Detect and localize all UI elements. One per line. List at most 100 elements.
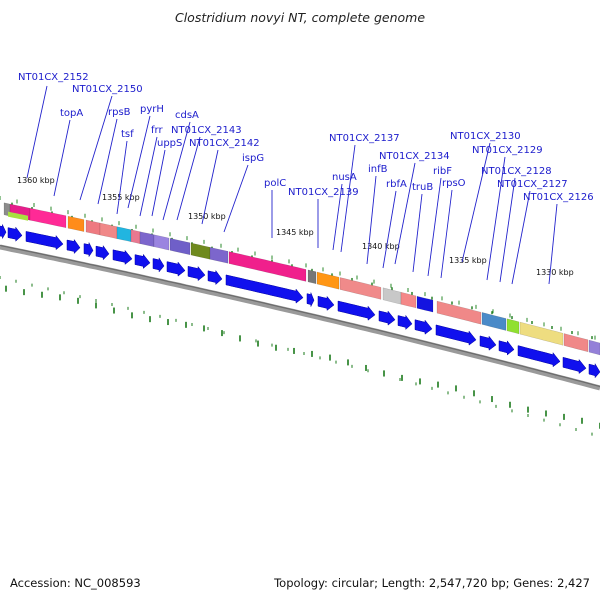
callout-line bbox=[139, 136, 158, 217]
callout-line bbox=[427, 177, 442, 277]
gene-label: NT01CX_2127 bbox=[497, 179, 568, 190]
gene-label: frr bbox=[151, 125, 163, 136]
callout-line bbox=[26, 85, 48, 179]
feature-bar bbox=[382, 287, 402, 305]
gene-arrow bbox=[207, 269, 223, 286]
backbone-edge bbox=[0, 244, 600, 388]
gene-arrow bbox=[498, 340, 515, 356]
genome-backbone bbox=[0, 244, 600, 391]
feature-bar bbox=[436, 300, 482, 325]
gene-label: NT01CX_2129 bbox=[472, 145, 543, 156]
callout-line bbox=[440, 189, 453, 279]
feature-bar bbox=[416, 295, 434, 313]
callout-line bbox=[223, 164, 249, 233]
gene-label: topA bbox=[60, 108, 83, 119]
accession-label: Accession: NC_008593 bbox=[10, 576, 141, 590]
feature-bar bbox=[339, 277, 382, 300]
gene-label: NT01CX_2139 bbox=[288, 187, 359, 198]
feature-bar bbox=[67, 215, 85, 232]
feature-bar bbox=[228, 251, 307, 282]
gene-label: NT01CX_2134 bbox=[379, 151, 450, 162]
callout-line bbox=[394, 162, 416, 265]
gene-label: pyrH bbox=[140, 104, 164, 115]
kbp-tick-label: 1330 kbp bbox=[536, 268, 574, 277]
gene-label: ribF bbox=[433, 166, 452, 177]
kbp-tick-label: 1345 kbp bbox=[276, 228, 314, 237]
kbp-tick-label: 1355 kbp bbox=[102, 193, 140, 202]
callout-line bbox=[97, 118, 118, 205]
kbp-tick-label: 1335 kbp bbox=[449, 256, 487, 265]
gene-label: cdsA bbox=[175, 110, 199, 121]
feature-bar bbox=[29, 207, 67, 228]
gc-skew-track bbox=[0, 202, 600, 436]
callout-line bbox=[382, 190, 397, 269]
gene-label: NT01CX_2130 bbox=[450, 131, 521, 142]
kbp-tick-label: 1350 kbp bbox=[188, 212, 226, 221]
feature-bar bbox=[116, 226, 132, 242]
feature-bar bbox=[307, 269, 317, 285]
feature-bar-track bbox=[3, 202, 600, 356]
callout-line bbox=[340, 144, 356, 253]
gene-arrow bbox=[112, 249, 133, 265]
feature-bar bbox=[190, 242, 211, 260]
gene-label: nusA bbox=[332, 172, 357, 183]
genome-stats-label: Topology: circular; Length: 2,547,720 bp… bbox=[274, 576, 590, 590]
feature-bar bbox=[563, 333, 589, 353]
callout-line bbox=[332, 183, 343, 251]
feature-bar bbox=[99, 222, 118, 239]
gene-arrow bbox=[7, 226, 23, 242]
gene-label: rpsB bbox=[108, 107, 131, 118]
feature-bar bbox=[209, 247, 229, 264]
callout-line bbox=[461, 142, 491, 263]
feature-bar bbox=[400, 291, 417, 309]
map-title: Clostridium novyi NT, complete genome bbox=[175, 10, 425, 25]
callout-line bbox=[548, 203, 558, 285]
gene-arrow bbox=[306, 292, 315, 307]
gene-label: NT01CX_2128 bbox=[481, 166, 552, 177]
gene-label: truB bbox=[412, 182, 433, 193]
gene-label: rpsO bbox=[442, 178, 466, 189]
callout-line bbox=[486, 156, 506, 281]
gene-label: uppS bbox=[157, 138, 182, 149]
callout-line bbox=[412, 193, 423, 273]
gene-arrow bbox=[588, 362, 600, 379]
callout-line bbox=[162, 121, 191, 221]
gene-arrow bbox=[134, 253, 151, 269]
gene-arrow bbox=[187, 265, 206, 282]
gene-label: NT01CX_2126 bbox=[523, 192, 594, 203]
feature-bar bbox=[588, 339, 600, 356]
gene-arrow bbox=[0, 224, 7, 240]
callout-line bbox=[511, 190, 531, 285]
callout-line bbox=[116, 140, 128, 215]
feature-bar bbox=[85, 219, 101, 236]
feature-bar bbox=[506, 318, 520, 335]
gene-arrow bbox=[562, 356, 587, 374]
feature-bar bbox=[8, 211, 28, 221]
callout-line bbox=[151, 149, 166, 217]
callout-line bbox=[366, 175, 377, 265]
gene-label: tsf bbox=[121, 129, 134, 140]
kbp-tick-label: 1360 kbp bbox=[17, 176, 55, 185]
callout-line bbox=[53, 119, 71, 197]
gene-arrow bbox=[435, 324, 477, 346]
gene-arrow bbox=[414, 319, 433, 335]
gene-arrow bbox=[166, 261, 186, 277]
kbp-ticks: 1360 kbp 1355 kbp 1350 kbp 1345 kbp 1340 kbp… bbox=[0, 176, 596, 340]
feature-bar bbox=[316, 271, 340, 290]
backbone-line bbox=[0, 244, 600, 391]
gene-arrow bbox=[317, 295, 335, 311]
gene-arrow bbox=[83, 242, 94, 258]
gene-label: polC bbox=[264, 178, 286, 189]
gene-arrow bbox=[517, 345, 561, 368]
gene-arrow bbox=[66, 238, 81, 255]
gene-arrow bbox=[25, 231, 64, 251]
callout-line bbox=[201, 149, 219, 225]
callout-line bbox=[176, 136, 201, 221]
gene-arrow bbox=[95, 244, 110, 261]
callout-line bbox=[79, 95, 113, 201]
gene-label: NT01CX_2150 bbox=[72, 84, 143, 95]
gene-arrow bbox=[479, 335, 497, 351]
gene-arrow bbox=[378, 310, 396, 326]
